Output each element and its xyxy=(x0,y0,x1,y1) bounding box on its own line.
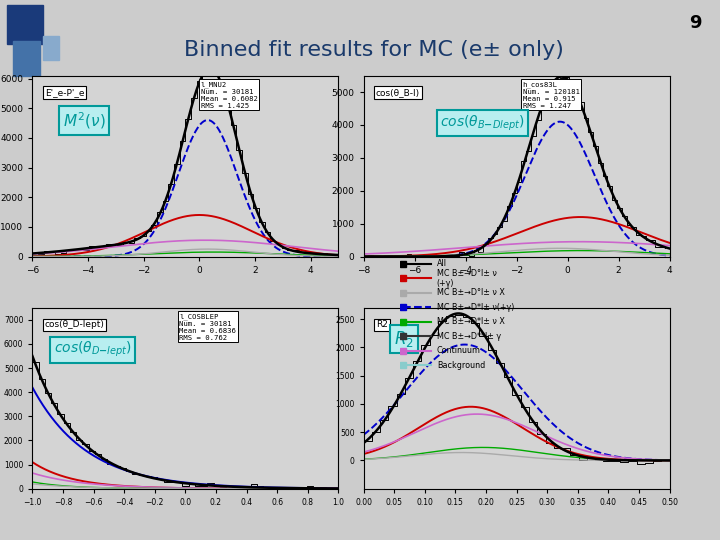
Bar xyxy=(7,5,43,44)
Text: $cos(\theta_{B\mathregular{-}Dlept})$: $cos(\theta_{B\mathregular{-}Dlept})$ xyxy=(440,113,525,133)
Text: $R_2$: $R_2$ xyxy=(395,329,414,349)
Bar xyxy=(43,36,59,60)
Text: MC B±→D°l± ν
(+γ): MC B±→D°l± ν (+γ) xyxy=(437,268,497,288)
Text: $M^2(\nu)$: $M^2(\nu)$ xyxy=(63,110,106,131)
Text: cos(θ_B-l): cos(θ_B-l) xyxy=(376,88,420,97)
Text: All: All xyxy=(437,259,446,268)
Text: $cos(\theta_{D\mathregular{-}lept})$: $cos(\theta_{D\mathregular{-}lept})$ xyxy=(54,340,132,360)
Text: R2: R2 xyxy=(376,320,387,329)
Text: Background: Background xyxy=(437,361,485,370)
Text: Continuum: Continuum xyxy=(437,346,481,355)
Text: MC B±→D°l± ν X: MC B±→D°l± ν X xyxy=(437,288,505,298)
Text: h_cos83L
Num. = 120181
Mean = 0.915
RMS = 1.247: h_cos83L Num. = 120181 Mean = 0.915 RMS … xyxy=(523,81,580,109)
Text: MC B±→D**l± γ: MC B±→D**l± γ xyxy=(437,332,501,341)
Text: E'_e-P'_e: E'_e-P'_e xyxy=(45,88,84,97)
Text: Binned fit results for MC (e± only): Binned fit results for MC (e± only) xyxy=(184,40,564,60)
Text: l_COSBLEP
Num. = 30181
Mean = 0.6836
RMS = 0.762: l_COSBLEP Num. = 30181 Mean = 0.6836 RMS… xyxy=(179,313,236,341)
Text: l_MNU2
Num. = 30181
Mean = 0.6082
RMS = 1.425: l_MNU2 Num. = 30181 Mean = 0.6082 RMS = … xyxy=(201,81,258,109)
Text: 9: 9 xyxy=(690,14,702,31)
Text: MC B±→D*l± ν X: MC B±→D*l± ν X xyxy=(437,318,505,326)
Text: cos(θ_D-lept): cos(θ_D-lept) xyxy=(45,320,104,329)
Bar xyxy=(13,40,40,76)
Text: MC B±→D*l± ν(+γ): MC B±→D*l± ν(+γ) xyxy=(437,303,514,312)
